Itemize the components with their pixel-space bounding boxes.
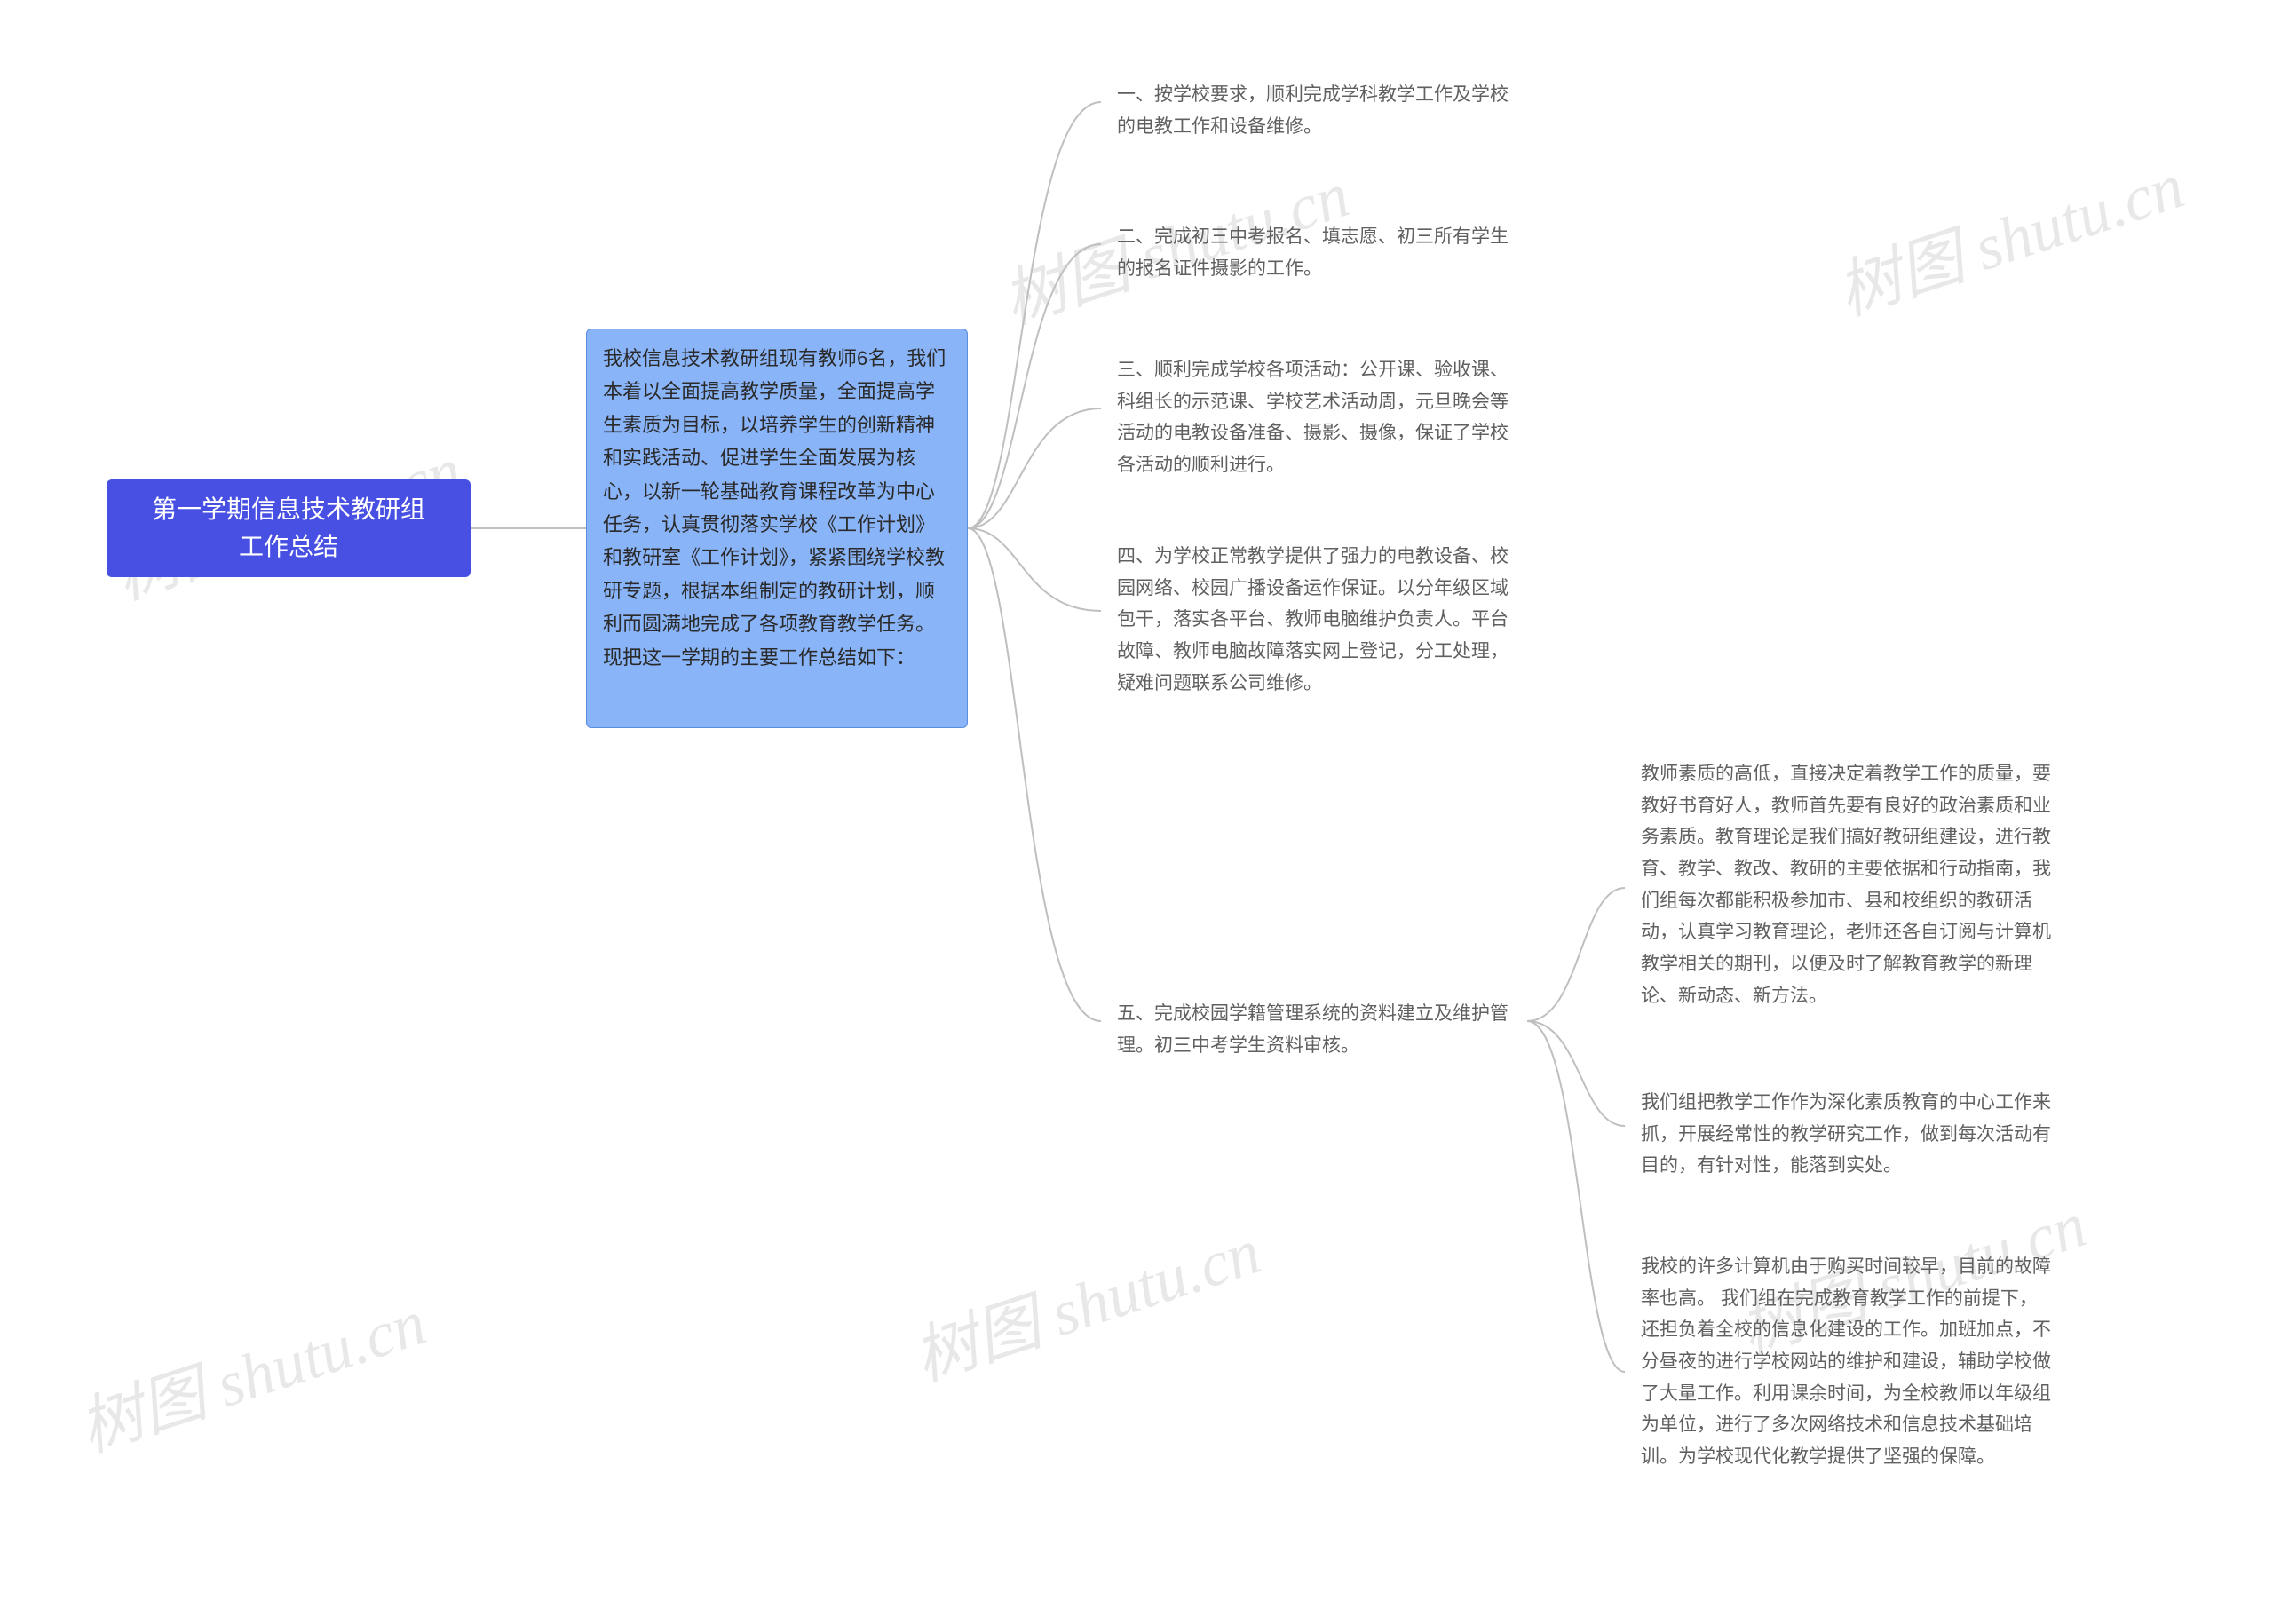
- item-text: 一、按学校要求，顺利完成学科教学工作及学校的电教工作和设备维修。: [1117, 84, 1509, 137]
- watermark: 树图 shutu.cn: [1824, 133, 2194, 333]
- intro-text: 我校信息技术教研组现有教师6名，我们本着以全面提高教学质量，全面提高学生素质为目…: [603, 347, 946, 669]
- subitem-text: 我校的许多计算机由于购买时间较早，目前的故障率也高。 我们组在完成教育教学工作的…: [1641, 1256, 2051, 1467]
- item-node[interactable]: 二、完成初三中考报名、填志愿、初三所有学生的报名证件摄影的工作。: [1101, 209, 1527, 297]
- root-label: 第一学期信息技术教研组 工作总结: [152, 491, 425, 566]
- mindmap-canvas: 树图 shutu.cn 树图 shutu.cn 树图 shutu.cn 树图 s…: [0, 0, 2273, 1624]
- item-text: 三、顺利完成学校各项活动：公开课、验收课、科组长的示范课、学校艺术活动周，元旦晚…: [1117, 360, 1509, 475]
- subitem-node[interactable]: 我校的许多计算机由于购买时间较早，目前的故障率也高。 我们组在完成教育教学工作的…: [1625, 1239, 2069, 1485]
- subitem-node[interactable]: 我们组把教学工作作为深化素质教育的中心工作来抓，开展经常性的教学研究工作，做到每…: [1625, 1074, 2069, 1194]
- watermark: 树图 shutu.cn: [66, 1270, 436, 1470]
- item-text: 二、完成初三中考报名、填志愿、初三所有学生的报名证件摄影的工作。: [1117, 226, 1509, 279]
- item-text: 四、为学校正常教学提供了强力的电教设备、校园网络、校园广播设备运作保证。以分年级…: [1117, 546, 1509, 693]
- item-text: 五、完成校园学籍管理系统的资料建立及维护管理。初三中考学生资料审核。: [1117, 1003, 1509, 1056]
- subitem-text: 教师素质的高低，直接决定着教学工作的质量，要教好书育好人，教师首先要有良好的政治…: [1641, 764, 2051, 1006]
- item-node[interactable]: 一、按学校要求，顺利完成学科教学工作及学校的电教工作和设备维修。: [1101, 67, 1527, 154]
- item-node[interactable]: 三、顺利完成学校各项活动：公开课、验收课、科组长的示范课、学校艺术活动周，元旦晚…: [1101, 342, 1527, 494]
- subitem-node[interactable]: 教师素质的高低，直接决定着教学工作的质量，要教好书育好人，教师首先要有良好的政治…: [1625, 746, 2069, 1025]
- subitem-text: 我们组把教学工作作为深化素质教育的中心工作来抓，开展经常性的教学研究工作，做到每…: [1641, 1092, 2051, 1176]
- item-node[interactable]: 四、为学校正常教学提供了强力的电教设备、校园网络、校园广播设备运作保证。以分年级…: [1101, 528, 1527, 711]
- intro-node[interactable]: 我校信息技术教研组现有教师6名，我们本着以全面提高教学质量，全面提高学生素质为目…: [586, 329, 968, 728]
- root-node[interactable]: 第一学期信息技术教研组 工作总结: [107, 479, 471, 577]
- item-node[interactable]: 五、完成校园学籍管理系统的资料建立及维护管理。初三中考学生资料审核。: [1101, 986, 1527, 1073]
- watermark: 树图 shutu.cn: [900, 1199, 1271, 1398]
